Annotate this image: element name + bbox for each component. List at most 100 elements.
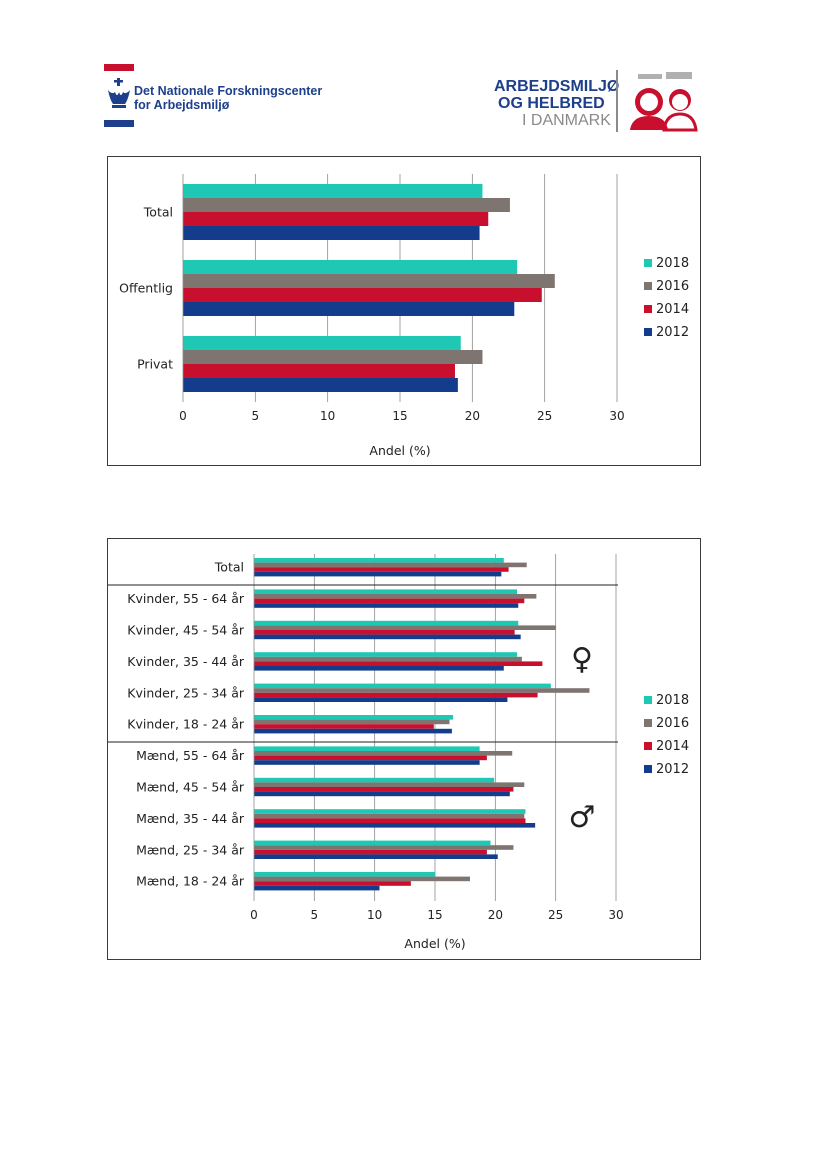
bar-kvinder-35-44-a-r-2016 (254, 656, 522, 662)
flag-stripe-red (104, 64, 134, 71)
bar-m-nd-45-54-a-r-2018 (254, 777, 495, 783)
category-label: Mænd, 18 - 24 år (136, 874, 245, 889)
brand-divider (616, 70, 618, 132)
bar-offentlig-2014 (183, 288, 542, 302)
category-label: Privat (137, 357, 173, 372)
category-label: Kvinder, 35 - 44 år (127, 654, 245, 669)
bar-privat-2018 (183, 336, 461, 350)
x-axis-label: Andel (%) (404, 936, 465, 951)
bar-kvinder-25-34-a-r-2014 (254, 692, 538, 698)
flag-stripe-blue (104, 120, 134, 127)
female-symbol-icon: ♀ (571, 642, 593, 677)
bar-kvinder-18-24-a-r-2016 (254, 719, 450, 725)
bar-total-2012 (183, 226, 480, 240)
category-label: Kvinder, 25 - 34 år (127, 685, 245, 700)
brand-line3: I DANMARK (522, 112, 611, 129)
legend-swatch-2014 (644, 742, 652, 750)
brand-line1: ARBEJDSMILJØ (494, 78, 620, 95)
bar-offentlig-2016 (183, 274, 555, 288)
bar-m-nd-18-24-a-r-2014 (254, 881, 411, 886)
legend-swatch-2014 (644, 305, 652, 313)
bar-kvinder-55-64-a-r-2016 (254, 594, 537, 599)
bar-kvinder-45-54-a-r-2016 (254, 625, 556, 630)
category-label: Kvinder, 55 - 64 år (127, 591, 245, 606)
legend-swatch-2018 (644, 259, 652, 267)
category-label: Mænd, 45 - 54 år (136, 780, 245, 795)
bar-total-2012 (254, 571, 502, 577)
bar-offentlig-2012 (183, 302, 515, 316)
x-tick-label: 20 (488, 908, 503, 922)
legend-swatch-2012 (644, 765, 652, 773)
bar-m-nd-25-34-a-r-2016 (254, 845, 514, 850)
bar-total-2014 (183, 212, 489, 226)
category-label: Offentlig (119, 281, 173, 296)
legend-swatch-2012 (644, 328, 652, 336)
category-label: Mænd, 35 - 44 år (136, 811, 245, 826)
bar-kvinder-25-34-a-r-2012 (254, 697, 508, 702)
bar-kvinder-25-34-a-r-2016 (254, 688, 590, 693)
bar-m-nd-35-44-a-r-2014 (254, 818, 526, 823)
bar-offentlig-2018 (183, 260, 518, 274)
bar-total-2016 (254, 562, 527, 568)
bar-kvinder-35-44-a-r-2012 (254, 666, 504, 671)
bar-kvinder-55-64-a-r-2012 (254, 603, 519, 608)
x-tick-label: 0 (179, 409, 187, 423)
bar-kvinder-55-64-a-r-2018 (254, 589, 518, 594)
bar-m-nd-25-34-a-r-2012 (254, 854, 498, 859)
bar-kvinder-45-54-a-r-2014 (254, 630, 515, 635)
bar-m-nd-18-24-a-r-2016 (254, 876, 470, 882)
x-tick-label: 15 (392, 409, 407, 423)
legend-swatch-2018 (644, 696, 652, 704)
bar-m-nd-45-54-a-r-2016 (254, 782, 525, 787)
bar-m-nd-45-54-a-r-2014 (254, 787, 514, 792)
bar-m-nd-35-44-a-r-2012 (254, 823, 536, 828)
nfa-logo (104, 64, 334, 130)
bar-m-nd-18-24-a-r-2012 (254, 885, 380, 891)
bar-m-nd-35-44-a-r-2016 (254, 813, 525, 819)
bar-m-nd-55-64-a-r-2018 (254, 746, 480, 751)
bar-kvinder-45-54-a-r-2012 (254, 634, 521, 640)
x-tick-label: 15 (427, 908, 442, 922)
bar-kvinder-18-24-a-r-2014 (254, 724, 434, 729)
brand-line2: OG HELBRED (498, 95, 605, 112)
bar-m-nd-25-34-a-r-2018 (254, 840, 491, 846)
category-label: Mænd, 55 - 64 år (136, 748, 245, 763)
bar-kvinder-35-44-a-r-2014 (254, 661, 543, 666)
legend-label-2018: 2018 (656, 256, 689, 271)
bar-kvinder-55-64-a-r-2014 (254, 598, 525, 604)
bar-total-2018 (254, 558, 504, 563)
x-tick-label: 0 (250, 908, 258, 922)
legend-label-2016: 2016 (656, 716, 689, 731)
chart-gender-age: Total Kvinder, 55 - 64 år Kvinder, 45 - 54… (107, 538, 701, 960)
bar-m-nd-45-54-a-r-2012 (254, 791, 510, 797)
x-tick-label: 25 (537, 409, 552, 423)
x-tick-label: 10 (367, 908, 382, 922)
org-name-line1: Det Nationale Forskningscenter (134, 84, 323, 98)
bar-total-2016 (183, 198, 510, 212)
bar-m-nd-55-64-a-r-2016 (254, 751, 513, 756)
category-label: Kvinder, 45 - 54 år (127, 623, 245, 638)
bar-kvinder-18-24-a-r-2012 (254, 728, 452, 734)
chart-gender-age-svg: Total Kvinder, 55 - 64 år Kvinder, 45 - 54… (108, 554, 689, 951)
x-tick-label: 25 (548, 908, 563, 922)
x-tick-label: 5 (311, 908, 319, 922)
legend-label-2014: 2014 (656, 302, 689, 317)
legend-swatch-2016 (644, 282, 652, 290)
legend-swatch-2016 (644, 719, 652, 727)
x-tick-label: 10 (320, 409, 335, 423)
legend-label-2016: 2016 (656, 279, 689, 294)
female-worker-icon (630, 88, 668, 130)
bar-total-2018 (183, 184, 483, 198)
x-tick-label: 5 (252, 409, 260, 423)
male-worker-icon (662, 89, 698, 132)
bar-kvinder-45-54-a-r-2018 (254, 620, 519, 626)
factory-icon (638, 72, 692, 79)
x-tick-label: 30 (609, 409, 624, 423)
crown-icon (108, 78, 130, 108)
bar-m-nd-55-64-a-r-2014 (254, 755, 487, 761)
org-name-line2: for Arbejdsmiljø (134, 98, 230, 112)
legend-label-2012: 2012 (656, 325, 689, 340)
category-label: Total (214, 560, 244, 575)
x-tick-label: 30 (608, 908, 623, 922)
bar-m-nd-35-44-a-r-2018 (254, 809, 526, 814)
